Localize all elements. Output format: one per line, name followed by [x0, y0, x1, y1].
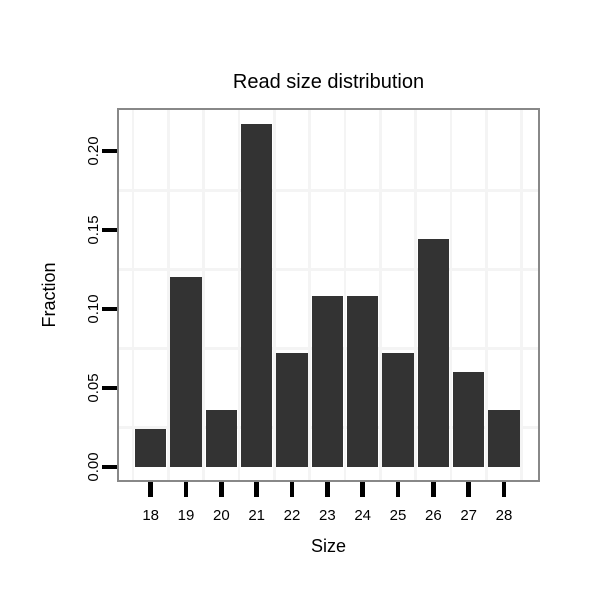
bar	[311, 295, 344, 467]
vertical-gridline	[449, 108, 453, 482]
x-tick	[148, 482, 153, 497]
x-tick	[289, 482, 295, 497]
vertical-gridline	[520, 108, 523, 482]
bar	[170, 276, 202, 467]
x-tick	[219, 482, 224, 497]
x-tick	[501, 482, 507, 497]
vertical-gridline	[167, 108, 170, 482]
bar	[382, 353, 414, 467]
bar	[276, 353, 308, 467]
vertical-gridline	[273, 108, 276, 482]
x-tick-label: 18	[142, 507, 160, 524]
vertical-gridline	[202, 108, 205, 482]
y-tick-label: 0.10	[85, 294, 102, 324]
x-tick	[466, 482, 471, 497]
x-tick-label: 23	[319, 507, 336, 524]
x-tick	[431, 482, 436, 497]
bar	[346, 295, 379, 467]
vertical-gridline	[485, 108, 488, 482]
chart-title: Read size distribution	[232, 71, 425, 93]
y-tick-label: 0.20	[85, 136, 102, 166]
bar	[452, 372, 485, 467]
y-tick	[102, 385, 117, 391]
horizontal-gridline	[117, 189, 540, 192]
y-tick	[102, 306, 117, 312]
x-tick-label: 24	[354, 507, 372, 524]
plot-panel	[117, 108, 540, 482]
vertical-gridline	[343, 108, 347, 482]
x-tick	[183, 482, 189, 497]
x-tick-label: 20	[213, 507, 230, 524]
y-tick	[102, 227, 117, 233]
x-tick-label: 27	[460, 507, 477, 524]
x-tick-label: 22	[283, 507, 301, 524]
x-tick-label: 25	[389, 507, 407, 524]
vertical-gridline	[414, 108, 417, 482]
x-tick	[395, 482, 401, 497]
x-tick	[360, 482, 365, 497]
y-tick-label: 0.00	[85, 452, 102, 482]
y-tick	[102, 464, 117, 470]
y-tick-label: 0.05	[85, 373, 102, 403]
bar	[240, 124, 273, 467]
x-axis-title: Size	[310, 536, 346, 556]
vertical-gridline	[237, 108, 241, 482]
horizontal-gridline	[117, 268, 540, 271]
y-axis-title: Fraction	[39, 262, 59, 328]
bar	[417, 238, 450, 467]
x-tick	[325, 482, 330, 497]
x-tick-label: 28	[495, 507, 513, 524]
y-tick	[102, 148, 117, 154]
vertical-gridline	[379, 108, 382, 482]
x-tick	[254, 482, 259, 497]
x-tick-label: 19	[177, 507, 195, 524]
x-tick-label: 21	[248, 507, 266, 524]
vertical-gridline	[308, 108, 311, 482]
y-tick-label: 0.15	[85, 215, 102, 245]
x-tick-label: 26	[424, 507, 442, 524]
bar	[205, 410, 238, 467]
bar	[488, 410, 520, 467]
bar	[134, 429, 167, 467]
vertical-gridline	[131, 108, 135, 482]
